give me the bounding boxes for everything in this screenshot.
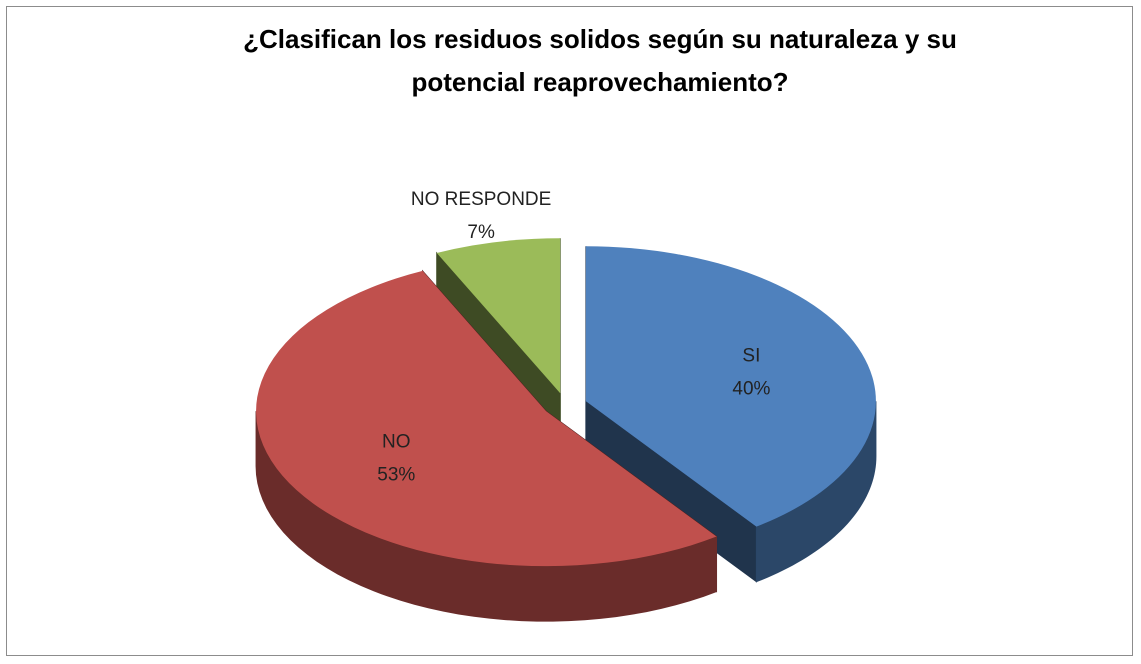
slice [585,246,876,527]
data-label-value: 7% [467,222,495,243]
chart-border [6,6,1133,656]
data-label-category: NO RESPONDE [411,189,551,210]
data-label-category: SI [742,346,760,367]
data-label-category: NO [382,432,411,453]
data-label-value: 40% [732,379,770,400]
slice [256,270,717,567]
data-label-value: 53% [377,465,415,486]
chart-title: ¿Clasifican los residuos solidos según s… [243,24,957,97]
slice [436,238,561,394]
